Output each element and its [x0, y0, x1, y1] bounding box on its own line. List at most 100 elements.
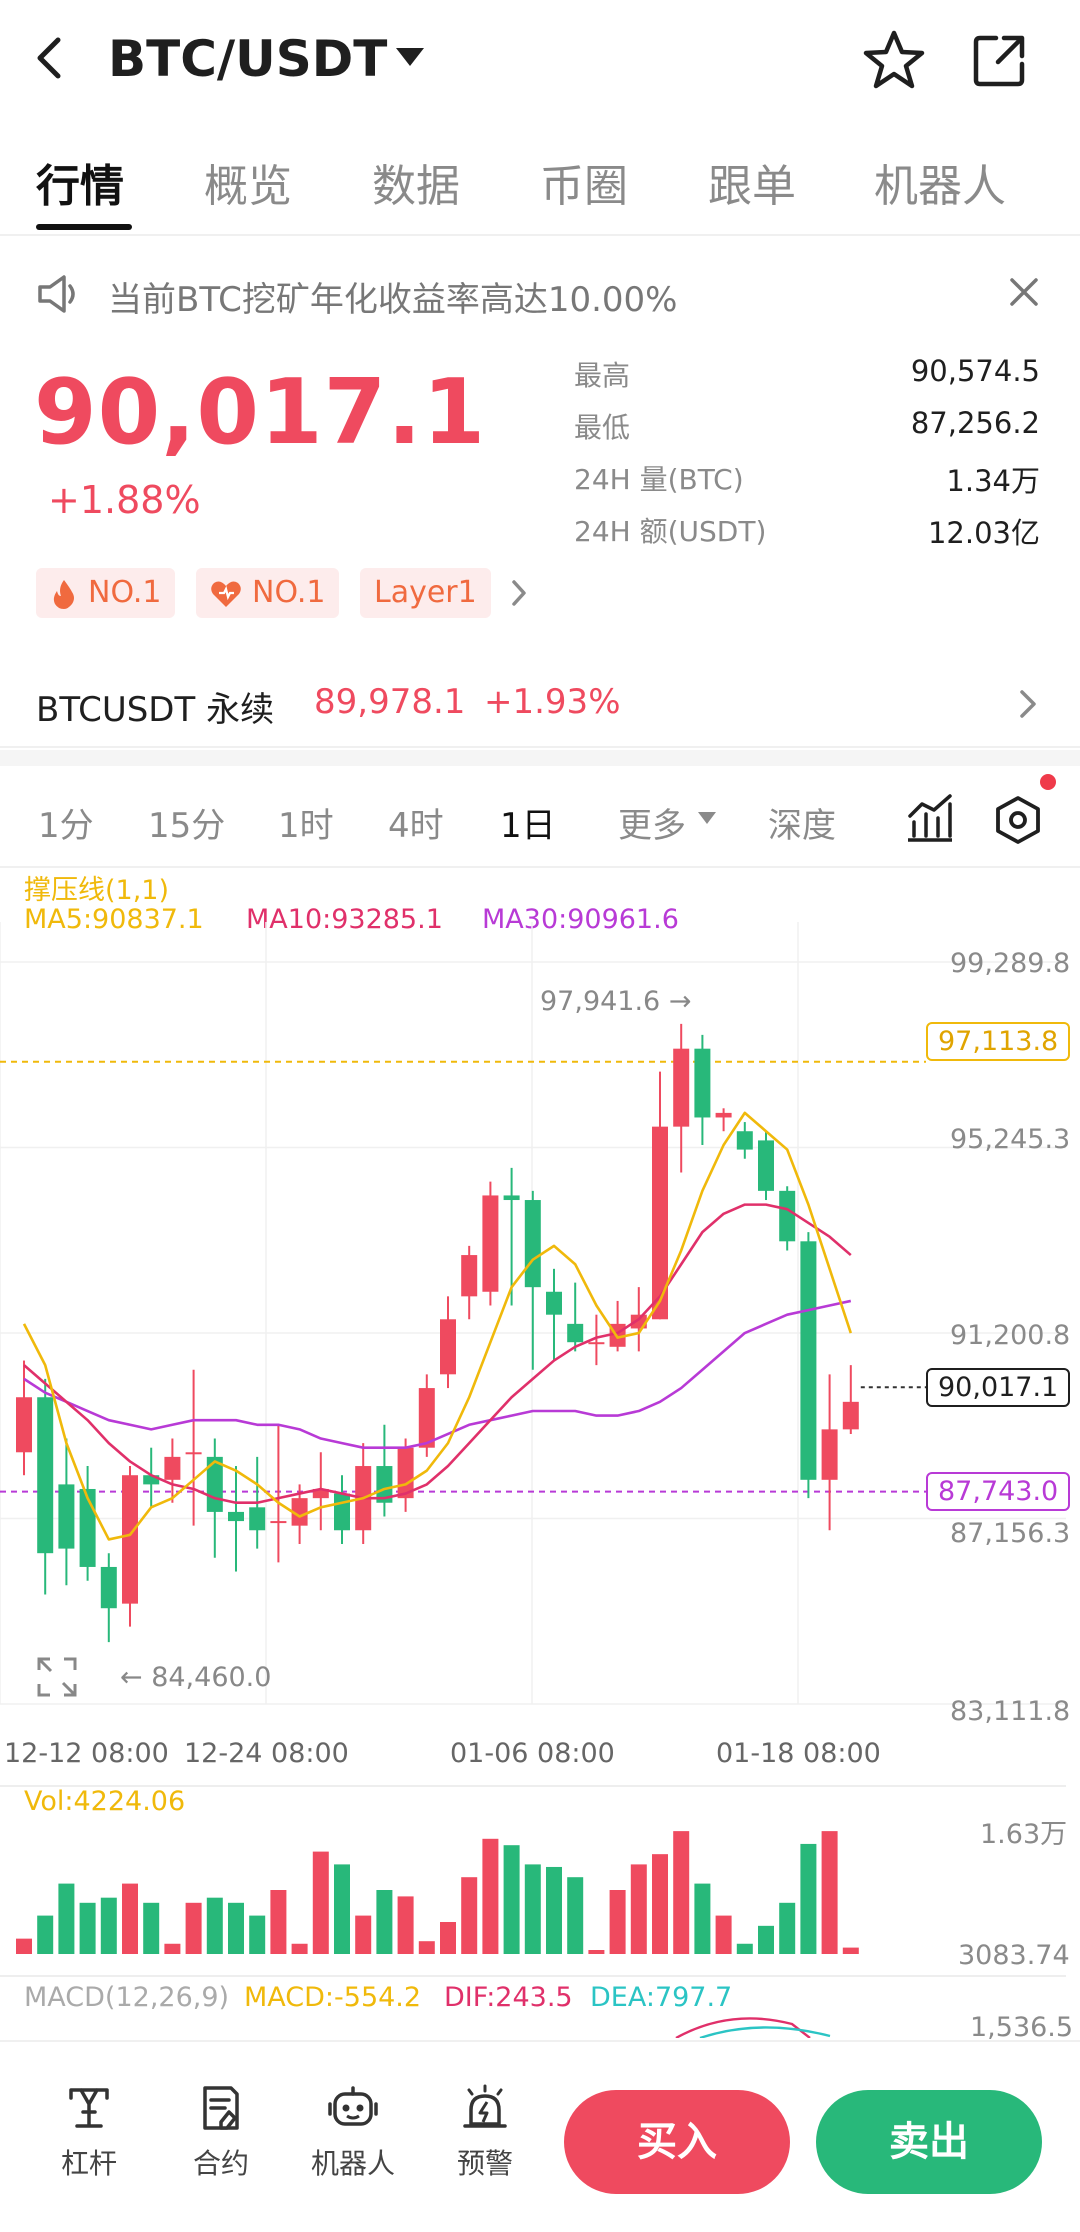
- candle-body: [228, 1511, 244, 1522]
- stat-high-value: 90,574.5: [910, 354, 1040, 388]
- ma5-line: [22, 1111, 853, 1541]
- notice-banner[interactable]: 当前BTC挖矿年化收益率高达10.00%: [0, 262, 1080, 326]
- volume-bar: [482, 1838, 499, 1954]
- volume-bar: [842, 1947, 859, 1954]
- candlestick-chart[interactable]: [0, 868, 1080, 2038]
- candle-body: [842, 1401, 859, 1430]
- nav-contract[interactable]: 合约: [166, 2082, 276, 2182]
- chevron-right-icon[interactable]: [506, 576, 532, 610]
- volume-bar: [249, 1915, 266, 1954]
- tag-favorite-rank-label: NO.1: [252, 575, 326, 610]
- stat-low-value: 87,256.2: [910, 406, 1040, 440]
- macd-title: MACD(12,26,9): [24, 1982, 230, 2013]
- resistance-price-tag[interactable]: 97,113.8: [926, 1022, 1071, 1061]
- candle-body: [143, 1475, 160, 1485]
- candle-body: [821, 1429, 838, 1480]
- notice-text: 当前BTC挖矿年化收益率高达10.00%: [108, 280, 678, 320]
- fullscreen-icon[interactable]: [36, 1656, 78, 1698]
- leverage-icon: [69, 2088, 109, 2128]
- candle-body: [100, 1566, 117, 1609]
- candle-body: [652, 1126, 668, 1320]
- volume-bar: [821, 1831, 838, 1954]
- volume-bar: [397, 1896, 414, 1954]
- favorite-button[interactable]: [862, 28, 926, 92]
- depth-tab[interactable]: 深度: [768, 806, 836, 846]
- settings-hexagon-icon: [996, 796, 1040, 844]
- volume-bar: [609, 1890, 626, 1954]
- interval-4h[interactable]: 4时: [388, 806, 444, 846]
- perpetual-row[interactable]: BTCUSDT 永续 89,978.1 +1.93%: [0, 664, 1080, 748]
- macd-dif-curve: [675, 2017, 811, 2038]
- pair-dropdown-icon[interactable]: [396, 48, 424, 66]
- volume-bar: [694, 1883, 711, 1954]
- kline-chart-area[interactable]: 撑压线(1,1) MA5:90837.1 MA10:93285.1 MA30:9…: [0, 868, 1080, 2043]
- candle-body: [461, 1255, 478, 1297]
- candle-body: [312, 1488, 329, 1499]
- sell-button[interactable]: 卖出: [816, 2090, 1042, 2194]
- volume-bar: [16, 1938, 32, 1954]
- support-price-tag[interactable]: 87,743.0: [926, 1472, 1071, 1511]
- volume-bar: [546, 1866, 562, 1954]
- tag-favorite-rank[interactable]: NO.1: [196, 568, 340, 618]
- volume-bar: [334, 1864, 350, 1954]
- x-axis-label: 12-12 08:00: [4, 1738, 169, 1769]
- tag-hot-rank[interactable]: NO.1: [36, 568, 176, 618]
- candle-body: [503, 1195, 520, 1201]
- volume-bar: [143, 1902, 160, 1954]
- candle-body: [524, 1200, 541, 1288]
- volume-bar: [312, 1851, 329, 1954]
- candle-body: [185, 1452, 202, 1455]
- volume-bar: [206, 1897, 223, 1954]
- interval-15m[interactable]: 15分: [148, 806, 226, 846]
- volume-axis-label: 3083.74: [958, 1940, 1070, 1971]
- stat-turnover-label: 24H 额(USDT): [574, 515, 767, 548]
- volume-bar: [58, 1883, 75, 1954]
- chart-settings-button[interactable]: [992, 794, 1044, 846]
- tag-layer1[interactable]: Layer1: [360, 568, 491, 618]
- candle-body: [270, 1521, 287, 1524]
- interval-1m[interactable]: 1分: [38, 806, 94, 846]
- ma30-line: [23, 1299, 852, 1449]
- tag-hot-rank-label: NO.1: [88, 575, 162, 610]
- volume-bar: [228, 1902, 244, 1954]
- close-icon[interactable]: [1006, 274, 1042, 310]
- interval-1d[interactable]: 1日: [500, 806, 556, 846]
- volume-axis-label: 1.63万: [980, 1819, 1068, 1850]
- buy-button[interactable]: 买入: [564, 2090, 790, 2194]
- nav-robot[interactable]: 机器人: [298, 2082, 408, 2182]
- interval-more[interactable]: 更多: [618, 806, 686, 846]
- nav-alert[interactable]: 预警: [430, 2082, 540, 2182]
- candle-body: [122, 1475, 138, 1604]
- share-icon: [973, 35, 1025, 87]
- tab-community[interactable]: 币圈: [540, 161, 628, 212]
- candle-body: [482, 1195, 499, 1292]
- active-tab-indicator: [36, 224, 132, 230]
- volume-bar: [122, 1883, 138, 1954]
- dif-value: DIF:243.5: [444, 1982, 573, 2013]
- x-axis-label: 01-06 08:00: [450, 1738, 615, 1769]
- tab-market[interactable]: 行情: [36, 161, 124, 212]
- volume-bar: [758, 1925, 774, 1954]
- pair-title[interactable]: BTC/USDT: [108, 30, 388, 88]
- more-dropdown-icon[interactable]: [698, 812, 716, 824]
- tab-overview[interactable]: 概览: [204, 161, 292, 212]
- volume-bar: [376, 1890, 393, 1954]
- low-marker: ← 84,460.0: [120, 1662, 272, 1693]
- interval-1h[interactable]: 1时: [278, 806, 334, 846]
- tab-robot[interactable]: 机器人: [874, 161, 1006, 212]
- volume-bar: [79, 1902, 96, 1954]
- tab-data[interactable]: 数据: [372, 161, 460, 212]
- x-axis-label: 01-18 08:00: [716, 1738, 881, 1769]
- indicator-button[interactable]: [904, 792, 956, 844]
- volume-bar: [270, 1890, 287, 1954]
- candle-body: [334, 1493, 350, 1531]
- nav-leverage-label: 杠杆: [60, 2147, 117, 2180]
- tab-copy-trade[interactable]: 跟单: [708, 161, 796, 212]
- volume-bar: [461, 1877, 478, 1954]
- nav-leverage[interactable]: 杠杆: [34, 2082, 144, 2182]
- share-button[interactable]: [970, 30, 1030, 90]
- candle-body: [567, 1323, 584, 1343]
- y-axis-label: 95,245.3: [950, 1124, 1071, 1155]
- volume-bar: [164, 1943, 181, 1954]
- back-button[interactable]: [28, 28, 78, 88]
